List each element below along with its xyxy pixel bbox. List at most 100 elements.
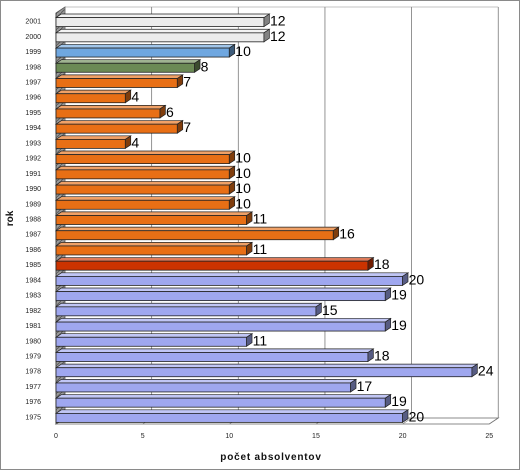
bar-front-face: [55, 291, 386, 302]
y-tick-label: 1985: [25, 262, 41, 269]
y-tick-label: 1986: [25, 247, 41, 254]
bar-front-face: [55, 17, 265, 28]
y-tick-label: 1987: [25, 232, 41, 239]
bar-front-face: [55, 108, 161, 119]
bar-side-face: [246, 333, 253, 347]
floor-gridline: [489, 417, 499, 425]
data-label: 19: [391, 287, 407, 303]
bar-top-face: [54, 150, 236, 155]
bar-front-face: [55, 260, 369, 271]
bar-1991: [54, 165, 236, 180]
bar-1979: [54, 348, 375, 363]
data-label: 20: [409, 408, 425, 424]
y-tick-label: 1990: [25, 186, 41, 193]
bar-top-face: [54, 378, 358, 384]
bar-1983: [54, 287, 392, 302]
bar-side-face: [315, 302, 322, 317]
bar-side-face: [402, 272, 409, 287]
y-tick-label: 2000: [25, 34, 41, 41]
bar-front-face: [55, 154, 230, 165]
bar-top-face: [54, 135, 132, 140]
data-label: 12: [270, 28, 286, 44]
y-tick-label: 1984: [25, 277, 41, 284]
y-tick-label: 1996: [25, 95, 41, 102]
bar-2000: [54, 28, 271, 43]
bar-1998: [54, 59, 202, 73]
x-tick-label: 10: [225, 433, 233, 440]
bar-side-face: [124, 135, 132, 150]
data-label: 4: [131, 89, 139, 105]
bar-top-face: [54, 59, 202, 64]
x-tick-label: 25: [485, 433, 493, 440]
bar-top-face: [54, 74, 184, 79]
bar-top-face: [54, 211, 254, 216]
y-tick-label: 1999: [25, 49, 41, 56]
data-label: 19: [391, 317, 407, 333]
bar-top-face: [54, 409, 410, 414]
data-label: 7: [183, 74, 191, 90]
data-label: 6: [166, 104, 174, 120]
x-tick-label: 20: [399, 433, 407, 440]
bar-top-face: [54, 226, 340, 232]
data-label: 18: [374, 348, 390, 364]
bar-side-face: [228, 165, 236, 180]
data-label: 18: [374, 256, 390, 272]
y-tick-label: 1982: [25, 308, 41, 315]
bar-1996: [54, 89, 132, 104]
bar-side-face: [384, 287, 392, 302]
data-label: 11: [253, 332, 268, 348]
y-tick-label: 1993: [25, 140, 41, 147]
bar-side-face: [246, 211, 253, 226]
bar-top-face: [54, 302, 323, 308]
bar-side-face: [367, 348, 374, 363]
data-label: 10: [235, 165, 251, 181]
y-tick-label: 1997: [25, 80, 41, 87]
bar-side-face: [263, 28, 270, 43]
bar-1990: [54, 180, 236, 195]
y-tick-label: 1981: [25, 323, 41, 330]
bar-1993: [54, 135, 132, 150]
bar-front-face: [55, 367, 473, 378]
bar-1977: [54, 378, 358, 393]
y-tick-label: 1978: [25, 369, 41, 376]
data-label: 10: [235, 195, 251, 211]
bar-1982: [54, 302, 323, 317]
bar-side-face: [332, 226, 340, 241]
data-label: 10: [235, 43, 251, 59]
data-label: 12: [270, 13, 286, 29]
bar-front-face: [55, 275, 404, 286]
bar-side-face: [228, 196, 236, 210]
bar-side-face: [384, 317, 392, 332]
data-label: 19: [391, 393, 407, 409]
bar-1978: [54, 363, 479, 378]
bar-1986: [54, 241, 254, 256]
bar-top-face: [54, 13, 271, 18]
floor-gridline: [402, 417, 412, 425]
bar-front-face: [55, 199, 230, 210]
bar-side-face: [228, 43, 236, 58]
bar-front-face: [55, 47, 230, 58]
bar-front-face: [55, 184, 230, 195]
bar-front-face: [55, 138, 126, 149]
bar-1992: [54, 150, 236, 165]
data-label: 15: [322, 302, 338, 318]
bar-side-face: [159, 104, 166, 119]
bar-1984: [54, 272, 410, 287]
y-tick-label: 1991: [25, 171, 41, 178]
bar-front-face: [55, 32, 265, 43]
y-tick-label: 1998: [25, 64, 41, 71]
data-label: 11: [253, 241, 268, 257]
bar-top-face: [54, 287, 392, 292]
bar-front-face: [55, 352, 369, 362]
bar-1980: [54, 333, 254, 347]
bar-side-face: [402, 409, 409, 424]
data-label: 4: [131, 134, 139, 150]
data-label: 20: [409, 271, 425, 287]
bar-front-face: [55, 412, 404, 423]
bar-side-face: [367, 256, 374, 271]
bar-1988: [54, 211, 254, 226]
y-tick-label: 2001: [25, 19, 41, 26]
bar-top-face: [54, 181, 236, 186]
